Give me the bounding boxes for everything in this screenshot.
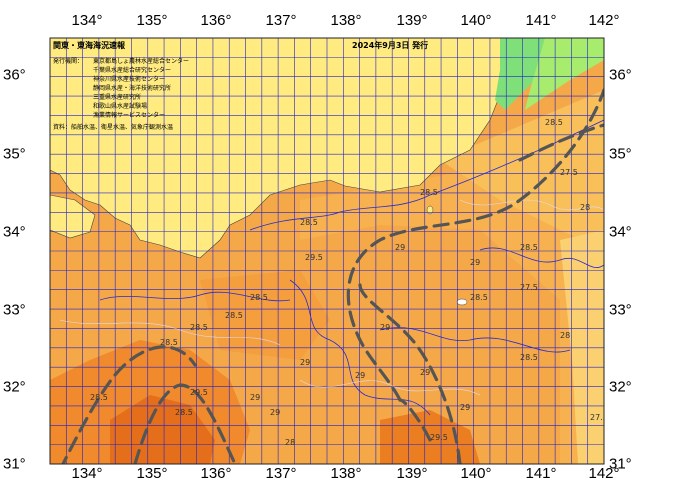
lat-tick: 33° <box>609 301 632 319</box>
contour-label: 27.5 <box>590 413 608 422</box>
data-source: 資料：船舶水温、衛星水温、気象庁観測水温 <box>53 124 174 131</box>
lon-tick: 137° <box>265 12 297 29</box>
contour-label: 29 <box>355 371 365 380</box>
contour-label: 28.5 <box>545 118 563 127</box>
lon-tick: 134° <box>71 465 103 482</box>
lon-tick: 134° <box>71 12 103 29</box>
contour-label: 28 <box>285 438 295 447</box>
contour-label: 28.5 <box>300 218 318 227</box>
lat-tick: 32° <box>3 378 26 396</box>
sea-zone-30 <box>110 395 215 464</box>
cool-water-2 <box>525 38 604 110</box>
contour-labels: 28.5 28.5 28.5 28.5 28.5 28.5 28.5 28.5 29 29 29 29… <box>90 118 608 447</box>
grid <box>50 38 604 464</box>
island-miyake <box>456 298 468 306</box>
lat-tick: 31° <box>609 455 632 473</box>
issuer-item: 三重県水産研究所 <box>93 94 142 101</box>
lat-tick: 36° <box>3 66 26 84</box>
lon-tick: 140° <box>460 465 492 482</box>
contour-label: 28.5 <box>520 243 538 252</box>
contour-label: 29 <box>380 323 390 332</box>
contour-label: 28.5 <box>470 293 488 302</box>
issuer-item: 漁業情報サービスセンター <box>93 112 166 119</box>
lon-tick: 136° <box>200 12 232 29</box>
contour-label: 29 <box>250 393 260 402</box>
contour-label: 29 <box>420 368 430 377</box>
lon-tick: 139° <box>396 12 428 29</box>
isotherms-light <box>59 199 604 396</box>
contour-label: 28 <box>560 331 570 340</box>
land-shikoku <box>50 194 96 239</box>
lat-tick: 33° <box>3 301 26 319</box>
contour-label: 28.5 <box>520 353 538 362</box>
contour-label: 29 <box>470 258 480 267</box>
sea-zone-27 <box>560 230 604 464</box>
contour-label: 27.5 <box>520 283 538 292</box>
lat-tick: 35° <box>609 145 632 163</box>
lat-tick: 35° <box>3 145 26 163</box>
contour-label: 29.5 <box>190 388 208 397</box>
isotherms <box>99 119 604 416</box>
lon-tick: 138° <box>330 465 362 482</box>
lon-tick: 138° <box>330 12 362 29</box>
contour-label: 29 <box>460 403 470 412</box>
contour-label: 29 <box>395 243 405 252</box>
contour-label: 27.5 <box>560 168 578 177</box>
lat-tick: 31° <box>3 455 26 473</box>
lon-tick: 135° <box>136 12 168 29</box>
lon-tick: 139° <box>396 465 428 482</box>
lat-tick: 32° <box>609 378 632 396</box>
contour-label: 29 <box>270 408 280 417</box>
lon-tick: 140° <box>460 12 492 29</box>
island-oshima <box>426 205 434 215</box>
kuroshio-path <box>61 88 604 464</box>
sea-zone-275 <box>440 90 604 250</box>
contour-label: 28.5 <box>175 408 193 417</box>
lon-tick: 141° <box>525 465 557 482</box>
contour-label: 29 <box>300 358 310 367</box>
issuer-heading: 発行機関： <box>53 58 84 65</box>
contour-label: 28.5 <box>190 323 208 332</box>
issuer-item: 和歌山県水産試験場 <box>93 103 148 110</box>
contour-label: 28.5 <box>90 393 108 402</box>
lon-tick: 142° <box>588 12 620 29</box>
issue-date: 2024年9月3日 発行 <box>352 41 429 50</box>
map-frame <box>49 37 605 465</box>
issuer-item: 千葉県水産総合研究センター <box>93 67 172 74</box>
issuer-item: 東京都島しょ農林水産総合センター <box>93 58 190 65</box>
issuer-item: 静岡県水産・海洋技術研究所 <box>93 85 172 92</box>
contour-label: 28.5 <box>160 338 178 347</box>
lon-tick: 137° <box>265 465 297 482</box>
lon-tick: 141° <box>525 12 557 29</box>
lat-tick: 34° <box>3 223 26 241</box>
issuer-item: 神奈川県水産技術センター <box>93 76 166 83</box>
map-title: 関東・東海海況速報 <box>53 41 125 50</box>
lon-tick: 135° <box>136 465 168 482</box>
lon-tick: 136° <box>200 465 232 482</box>
contour-label: 28.5 <box>250 293 268 302</box>
lon-tick: 142° <box>588 465 620 482</box>
lat-tick: 36° <box>609 66 632 84</box>
contour-label: 29.5 <box>430 433 448 442</box>
contour-label: 28.5 <box>420 188 438 197</box>
contour-label: 29.5 <box>305 253 323 262</box>
lat-tick: 34° <box>609 223 632 241</box>
contour-label: 28.5 <box>225 311 243 320</box>
contour-label: 28 <box>580 203 590 212</box>
